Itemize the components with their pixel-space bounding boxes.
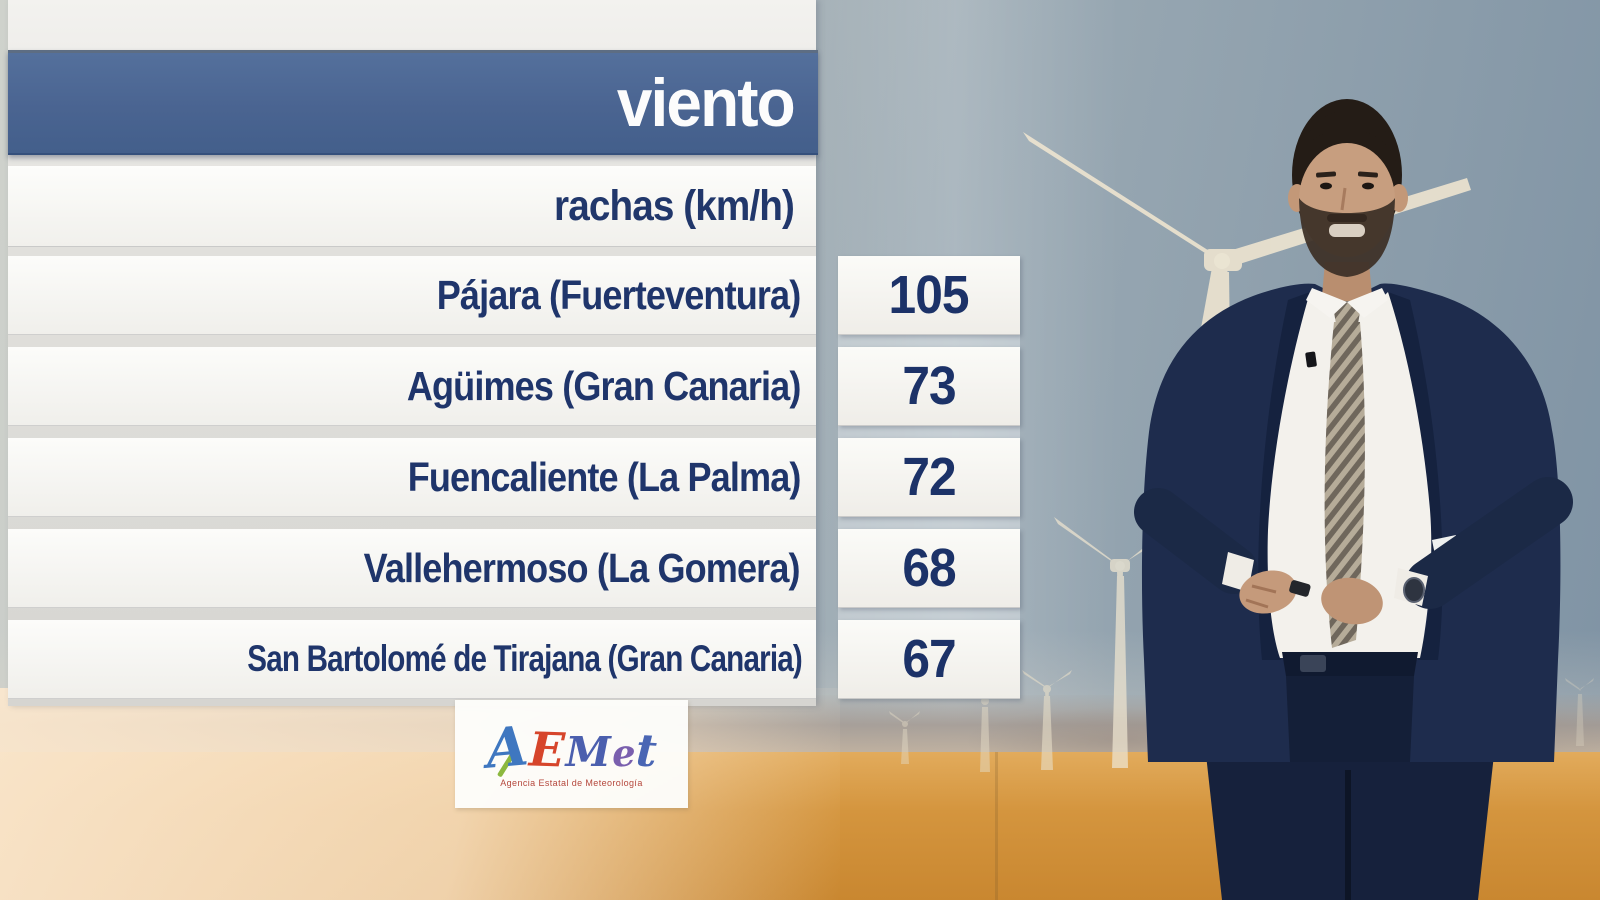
presenter-head — [1288, 99, 1408, 318]
table-row-value: 105 — [838, 256, 1020, 335]
gust-value: 68 — [902, 538, 956, 598]
aemet-logotype: A E M e t — [483, 713, 659, 781]
table-row-value: 67 — [838, 620, 1020, 699]
logo-letter: e — [611, 730, 637, 776]
wind-turbine-icon — [889, 711, 920, 764]
gust-value: 67 — [902, 629, 956, 689]
weather-presenter — [1134, 99, 1573, 900]
table-row-label: Agüimes (Gran Canaria) — [8, 347, 816, 426]
wind-turbine-icon — [1022, 670, 1072, 770]
logo-letter: A — [483, 713, 531, 781]
panel-subtitle: rachas (km/h) — [554, 181, 795, 230]
logo-letter: M — [565, 728, 611, 776]
presenter-arms — [1134, 477, 1573, 625]
screen-seam-line — [995, 752, 998, 900]
location-label: Vallehermoso (La Gomera) — [364, 544, 801, 591]
gust-value: 72 — [902, 447, 956, 507]
panel-subtitle-box: rachas (km/h) — [8, 166, 816, 247]
wind-turbine-icon — [1565, 678, 1594, 746]
location-label: San Bartolomé de Tirajana (Gran Canaria) — [246, 638, 803, 679]
left-dune-haze — [0, 688, 840, 900]
table-row-value: 73 — [838, 347, 1020, 426]
gust-value: 105 — [888, 265, 970, 325]
location-label: Pájara (Fuerteventura) — [436, 271, 802, 318]
presenter-belt — [1282, 652, 1418, 762]
logo-letter: E — [527, 722, 566, 779]
location-label: Agüimes (Gran Canaria) — [406, 362, 801, 409]
table-row-value: 72 — [838, 438, 1020, 517]
table-row-label: Fuencaliente (La Palma) — [8, 438, 816, 517]
table-row-label: San Bartolomé de Tirajana (Gran Canaria) — [8, 620, 816, 699]
aemet-logo: A E M e t Agencia Estatal de Meteorologí… — [455, 700, 688, 808]
logo-tagline: Agencia Estatal de Meteorología — [500, 778, 643, 788]
table-row-label: Vallehermoso (La Gomera) — [8, 529, 816, 608]
table-row-label: Pájara (Fuerteventura) — [8, 256, 816, 335]
panel-title: viento — [616, 65, 796, 141]
microphone-clip-icon — [1305, 351, 1317, 368]
location-label: Fuencaliente (La Palma) — [407, 453, 801, 500]
gust-value: 73 — [902, 356, 956, 416]
panel-title-bar: viento — [8, 50, 818, 155]
table-row-value: 68 — [838, 529, 1020, 608]
logo-letter: t — [635, 723, 659, 778]
